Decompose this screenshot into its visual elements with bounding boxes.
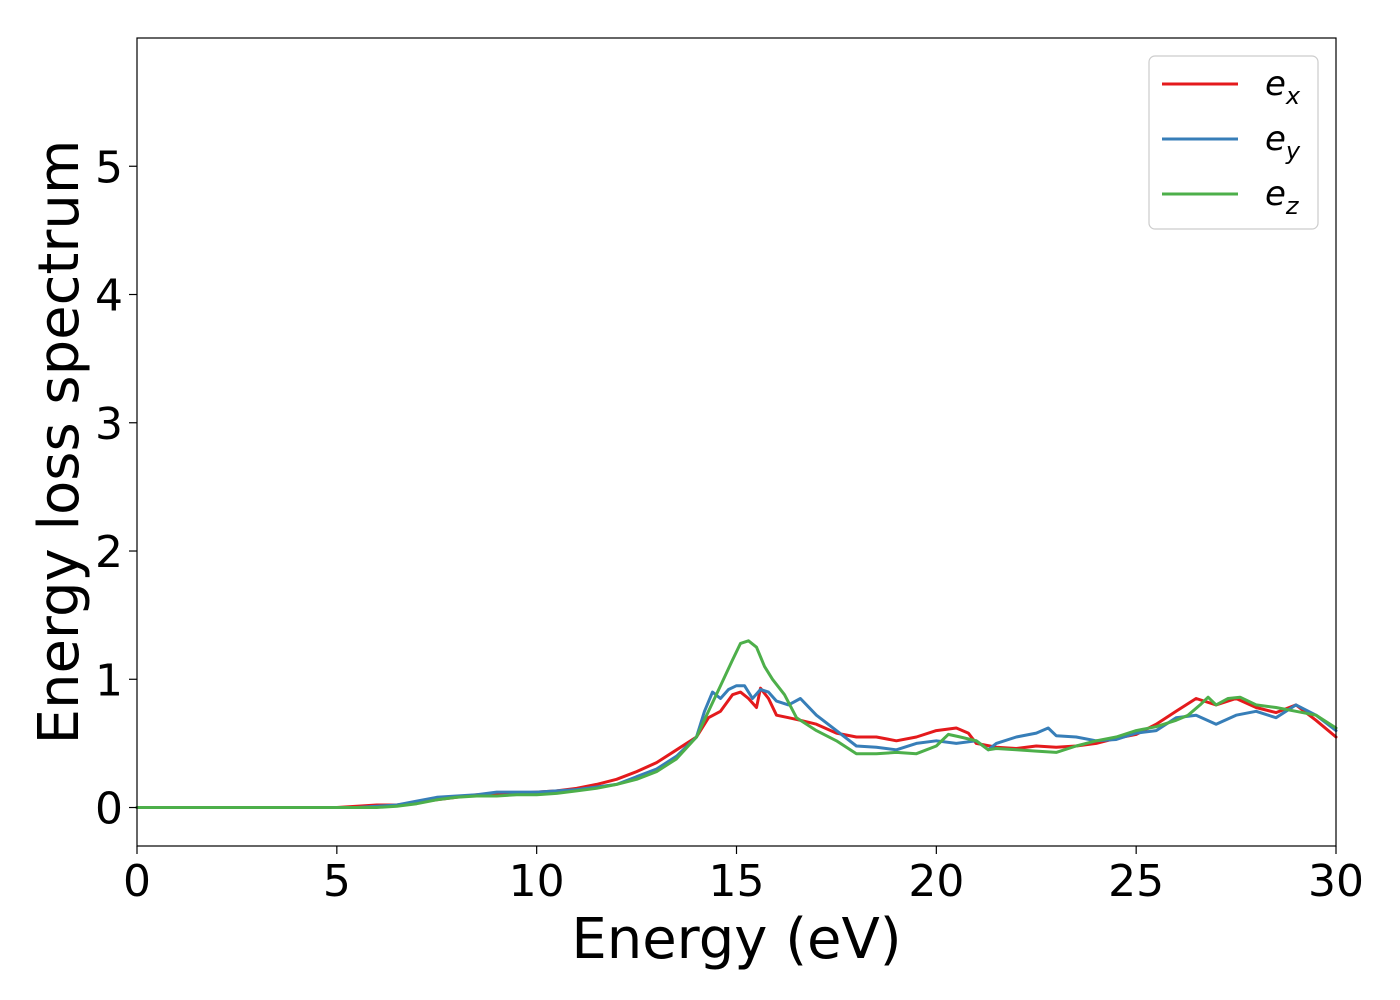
x-tick-label: 5 — [323, 856, 351, 907]
y-tick-label: 2 — [95, 527, 123, 578]
x-axis-title: Energy (eV) — [571, 907, 901, 972]
y-axis-ticks: 0 1 2 3 4 5 — [95, 142, 137, 835]
y-tick-label: 3 — [95, 399, 123, 450]
series-line-ez — [135, 639, 1338, 809]
legend-label-subscript: y — [1285, 137, 1301, 165]
y-axis-title: Energy loss spectrum — [27, 140, 92, 745]
legend-box — [1148, 55, 1319, 230]
series-lines — [135, 639, 1338, 809]
y-tick-label: 1 — [95, 655, 123, 706]
y-tick-label: 0 — [95, 784, 123, 835]
x-tick-label: 30 — [1308, 856, 1364, 907]
legend-label-subscript: x — [1285, 82, 1301, 110]
x-tick-label: 15 — [709, 856, 765, 907]
x-tick-label: 25 — [1108, 856, 1164, 907]
x-tick-label: 10 — [509, 856, 565, 907]
y-tick-label: 4 — [95, 271, 123, 322]
x-tick-label: 20 — [908, 856, 964, 907]
y-tick-label: 5 — [95, 142, 123, 193]
legend-label-subscript: z — [1285, 192, 1300, 220]
x-axis-ticks: 0 5 10 15 20 25 30 — [123, 846, 1364, 907]
x-tick-label: 0 — [123, 856, 151, 907]
